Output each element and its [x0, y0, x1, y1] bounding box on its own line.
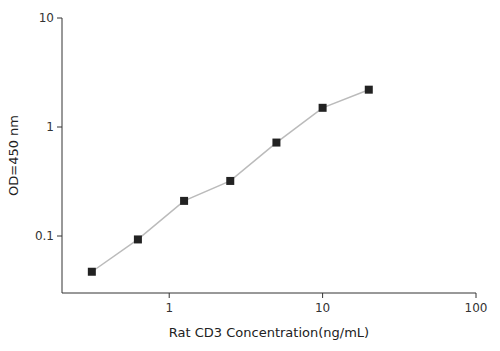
x-axis-line: [62, 293, 476, 294]
axes: 1 10 100 0.1 1 10: [35, 11, 488, 315]
y-tick-label: 1: [46, 120, 54, 134]
data-line: [92, 90, 369, 272]
chart-container: 1 10 100 0.1 1 10 Rat CD3 Concentration(ng/mL)…: [0, 0, 500, 351]
data-point: [319, 104, 327, 112]
data-point: [226, 177, 234, 185]
data-point: [180, 197, 188, 205]
x-tick-label: 10: [315, 301, 330, 315]
data-point: [272, 139, 280, 147]
y-tick: [57, 236, 62, 237]
x-tick: [476, 293, 477, 298]
data-point: [365, 86, 373, 94]
data-point: [88, 268, 96, 276]
x-tick-label: 1: [165, 301, 173, 315]
y-tick: [57, 127, 62, 128]
y-tick-label: 0.1: [35, 229, 54, 243]
data-point: [134, 235, 142, 243]
x-tick-label: 100: [465, 301, 488, 315]
y-tick: [57, 18, 62, 19]
y-axis-label: OD=450 nm: [6, 115, 21, 196]
x-tick: [169, 293, 170, 298]
y-axis-line: [62, 18, 63, 293]
plot-area: [88, 86, 373, 276]
x-axis-label: Rat CD3 Concentration(ng/mL): [169, 325, 369, 340]
x-tick: [322, 293, 323, 298]
chart: 1 10 100 0.1 1 10 Rat CD3 Concentration(ng/mL)…: [0, 0, 500, 351]
y-tick-label: 10: [39, 11, 54, 25]
